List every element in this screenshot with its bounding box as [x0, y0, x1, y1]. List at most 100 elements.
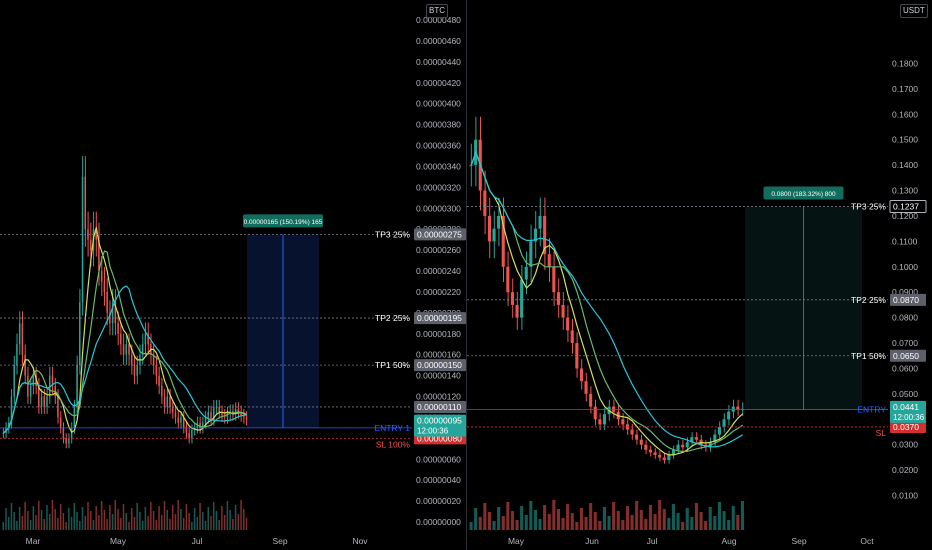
l-y-tick-5: 0.00000380	[416, 120, 461, 130]
l-candle-body-5	[16, 344, 18, 366]
l-volume-bar-29	[81, 507, 84, 530]
r-volume-bar-49	[694, 503, 698, 530]
l-volume-bar-85	[234, 505, 237, 530]
r-volume-bar-22	[570, 513, 574, 530]
r-candle-body-43	[667, 454, 671, 460]
r-level-badge-bg-4	[890, 420, 926, 433]
r-candle-body-42	[662, 457, 666, 460]
l-candle-body-24	[68, 438, 70, 444]
currency-badge-left[interactable]: BTC	[426, 4, 448, 18]
r-volume-bar-55	[722, 511, 726, 530]
r-candle-body-46	[681, 444, 685, 448]
l-candle-body-78	[215, 406, 218, 408]
l-volume-bar-32	[89, 511, 92, 530]
l-candle-body-28	[79, 302, 81, 366]
l-volume-bar-6	[18, 507, 21, 530]
l-candle-body-9	[27, 375, 29, 397]
r-volume-bar-40	[653, 514, 657, 530]
l-volume-bar-24	[68, 508, 70, 530]
l-volume-bar-62	[171, 505, 174, 530]
l-candle-body-59	[163, 396, 166, 407]
r-volume-bar-45	[676, 513, 680, 530]
r-volume-bar-42	[662, 509, 666, 530]
l-candle-body-22	[62, 427, 65, 439]
r-candle-body-19	[556, 292, 560, 305]
r-candle-body-33	[621, 419, 625, 425]
l-volume-bar-56	[155, 520, 158, 530]
l-volume-bar-52	[144, 507, 147, 530]
l-candle-body-44	[122, 344, 125, 355]
l-y-tick-17: 0.00000140	[416, 371, 461, 381]
r-volume-bar-53	[713, 516, 717, 530]
r-volume-bar-6	[497, 507, 501, 530]
right-chart-canvas[interactable]: 0.1800 0.1700 0.1600 0.1500 0.1400 0.1300 0.12…	[467, 0, 932, 550]
currency-badge-right[interactable]: USDT	[900, 4, 928, 18]
l-volume-bar-31	[87, 502, 89, 530]
l-candle-body-14	[40, 396, 43, 407]
r-candle-body-16	[543, 215, 547, 255]
l-volume-bar-9	[27, 511, 29, 530]
l-candle-body-85	[234, 409, 237, 415]
r-y-tick-8: 0.1000	[892, 262, 918, 272]
l-volume-bar-23	[65, 522, 67, 530]
r-x-tick-4: Sep	[791, 536, 806, 546]
l-candle-body-66	[182, 417, 185, 428]
r-volume-bar-54	[717, 502, 721, 530]
l-candle-body-88	[243, 415, 245, 418]
l-volume-bar-71	[196, 517, 199, 530]
panel-divider[interactable]	[466, 0, 467, 550]
l-x-tick-0: Mar	[26, 536, 41, 546]
l-volume-bar-48	[133, 517, 136, 530]
l-volume-bar-16	[46, 505, 48, 530]
l-volume-bar-20	[57, 518, 59, 530]
l-candle-body-11	[32, 375, 35, 387]
r-volume-bar-37	[639, 510, 643, 530]
r-candle-body-3	[483, 190, 487, 216]
l-measure-label: 0.00000165 (150.19%) 165	[244, 219, 323, 226]
l-volume-bar-33	[92, 520, 95, 530]
chart-right-usdt[interactable]: 0.1800 0.1700 0.1600 0.1500 0.1400 0.1300 0.12…	[467, 0, 932, 550]
l-candle-body-67	[185, 427, 188, 434]
left-chart-canvas[interactable]: 0.00000480 0.00000460 0.00000440 0.00000420…	[0, 0, 466, 550]
l-volume-bar-75	[207, 507, 209, 530]
l-candle-body-29	[81, 176, 84, 303]
r-candle-body-49	[694, 437, 698, 440]
l-candle-body-3	[10, 396, 13, 423]
l-volume-bar-37	[103, 510, 106, 530]
r-x-tick-1: Jun	[585, 536, 599, 546]
l-candle-body-72	[199, 422, 201, 428]
l-level-name-5: SL 100%	[376, 439, 411, 449]
r-candle-body-9	[510, 292, 514, 305]
r-candle-body-36	[635, 434, 639, 440]
l-candle-body-2	[7, 422, 10, 428]
l-volume-bar-27	[76, 512, 78, 530]
r-candle-body-7	[501, 215, 505, 267]
r-candle-body-29	[602, 414, 606, 425]
l-x-tick-2: Jul	[192, 536, 203, 546]
r-level-name-3: ENTRY	[857, 405, 886, 415]
l-level-name-2: TP1 50%	[375, 360, 410, 370]
l-x-tick-3: Sep	[272, 536, 287, 546]
l-volume-bar-15	[43, 519, 45, 530]
r-volume-bar-16	[543, 505, 547, 530]
l-volume-bar-61	[169, 519, 171, 530]
l-volume-bar-13	[38, 501, 40, 530]
l-candle-body-49	[136, 365, 138, 376]
l-y-tick-1: 0.00000460	[416, 36, 461, 46]
l-last-price-countdown: 12:00:36	[417, 427, 449, 436]
l-volume-bar-44	[122, 504, 125, 530]
r-volume-bar-3	[483, 503, 487, 530]
r-volume-bar-18	[552, 500, 556, 530]
l-level-badge-bg-1	[414, 312, 466, 325]
l-volume-bar-72	[199, 503, 201, 530]
chart-left-btc[interactable]: 0.00000480 0.00000460 0.00000440 0.00000420…	[0, 0, 466, 550]
l-volume-bar-50	[139, 512, 141, 530]
r-ma-slow-line	[470, 150, 744, 448]
r-volume-bar-56	[727, 520, 731, 530]
r-volume-bar-24	[579, 508, 583, 530]
r-x-tick-0: May	[508, 536, 525, 546]
r-y-tick-5: 0.1300	[892, 186, 918, 196]
l-level-badge-bg-3	[414, 400, 466, 413]
r-candle-body-21	[566, 317, 570, 331]
r-candle-body-4	[487, 215, 491, 242]
